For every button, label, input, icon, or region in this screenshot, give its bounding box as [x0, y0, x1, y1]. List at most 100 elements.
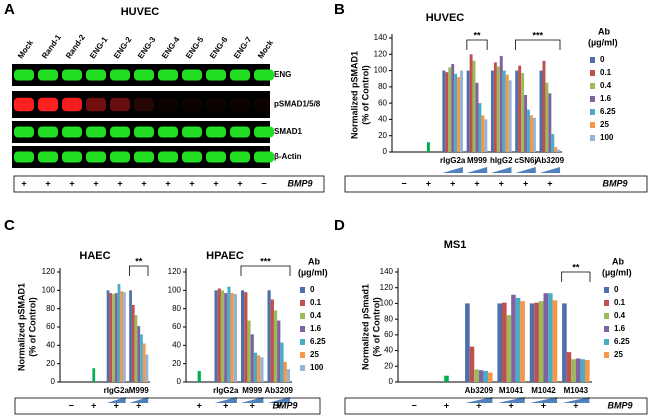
bmp9-box [344, 175, 648, 193]
legend-label: 0.4 [614, 311, 626, 320]
bmp9-sign: + [91, 400, 96, 410]
lane-label: ENG-5 [184, 35, 206, 61]
legend-swatch [300, 326, 305, 332]
bar [474, 369, 479, 382]
legend-label: 0 [310, 285, 315, 294]
sig-bracket [240, 265, 291, 276]
chart-title: MS1 [444, 239, 467, 251]
bar [444, 375, 449, 382]
band [206, 126, 226, 138]
band [182, 126, 202, 138]
band [38, 151, 58, 163]
y-tick-label: 120 [168, 267, 182, 276]
bar [257, 355, 261, 382]
dose-wedge [106, 397, 126, 403]
lane-label: Rand-2 [64, 33, 87, 61]
legend-title: Ab [598, 26, 610, 36]
bar [493, 62, 497, 152]
bar [554, 147, 558, 152]
legend-swatch [590, 96, 595, 102]
bar [518, 65, 522, 152]
legend-label: 0.4 [600, 81, 612, 90]
legend-label: 1.6 [614, 324, 626, 333]
bar [542, 60, 546, 152]
y-tick-label: 20 [172, 359, 181, 368]
y-tick-label: 120 [42, 267, 56, 276]
bar [426, 142, 430, 152]
dose-wedge [442, 167, 463, 173]
panel-letter: B [334, 1, 345, 18]
bar [496, 66, 500, 152]
legend-label: 0.4 [310, 311, 322, 320]
y-tick-label: 0 [51, 377, 56, 386]
bmp9-sign: + [223, 400, 228, 410]
x-tick-label: rIgG2a [440, 156, 466, 165]
legend-swatch [590, 57, 595, 63]
y-tick-label: 20 [384, 361, 393, 370]
y-tick-label: 80 [46, 304, 55, 313]
bmp9-sign: + [547, 178, 552, 188]
bar [483, 371, 488, 382]
legend-title: (µg/ml) [588, 37, 618, 47]
dose-wedge [529, 397, 558, 403]
bar [197, 371, 201, 382]
bmp9-sign: + [117, 178, 122, 188]
sig-bracket [515, 39, 561, 50]
panel-letter: D [334, 217, 345, 234]
band [254, 97, 274, 112]
legend-title: Ab [308, 256, 320, 266]
bar [451, 64, 455, 152]
dose-wedge [562, 397, 590, 403]
band [254, 126, 274, 138]
lane-label: ENG-1 [88, 35, 110, 61]
legend-swatch [300, 339, 305, 345]
band [230, 126, 250, 138]
band [62, 126, 82, 138]
band [230, 97, 250, 112]
bar [137, 326, 141, 382]
y-tick-label: 140 [380, 267, 394, 276]
band [38, 69, 58, 81]
dose-wedge [466, 167, 488, 173]
bar [552, 300, 558, 382]
bar [109, 293, 113, 382]
y-tick-label: 100 [380, 299, 394, 308]
bar [227, 286, 231, 382]
dose-wedge [515, 167, 536, 173]
y-axis-label: Normalized pSmad1 [360, 284, 370, 370]
bar [490, 70, 494, 152]
band [134, 126, 154, 138]
bar [457, 77, 461, 152]
legend-label: 1.6 [310, 324, 322, 333]
bar [145, 354, 149, 382]
sig-label: ** [572, 262, 580, 272]
legend-swatch [300, 365, 305, 371]
chart-title: HUVEC [426, 12, 465, 24]
legend-swatch [300, 287, 305, 293]
bar [220, 290, 225, 382]
bmp9-sign: + [426, 178, 431, 188]
legend-swatch [604, 326, 609, 332]
bar [502, 302, 507, 382]
y-axis-label: (% of Control) [360, 65, 370, 124]
y-tick-label: 80 [384, 314, 393, 323]
band [182, 151, 202, 163]
bar [469, 346, 475, 382]
bmp9-sign: + [93, 178, 98, 188]
bar [529, 115, 533, 152]
legend-label: 6.25 [614, 337, 630, 346]
sig-label: *** [260, 256, 271, 266]
band [182, 97, 202, 112]
bar [571, 359, 576, 382]
sig-label: ** [135, 256, 143, 266]
bmp9-sign: + [573, 400, 578, 410]
band [62, 151, 82, 163]
band [86, 126, 106, 138]
bar [240, 290, 245, 382]
bar [505, 74, 509, 152]
bmp9-sign: + [136, 400, 141, 410]
bar [442, 70, 446, 152]
y-tick-label: 40 [46, 340, 55, 349]
legend-label: 100 [600, 133, 614, 142]
y-tick-label: 60 [172, 322, 181, 331]
